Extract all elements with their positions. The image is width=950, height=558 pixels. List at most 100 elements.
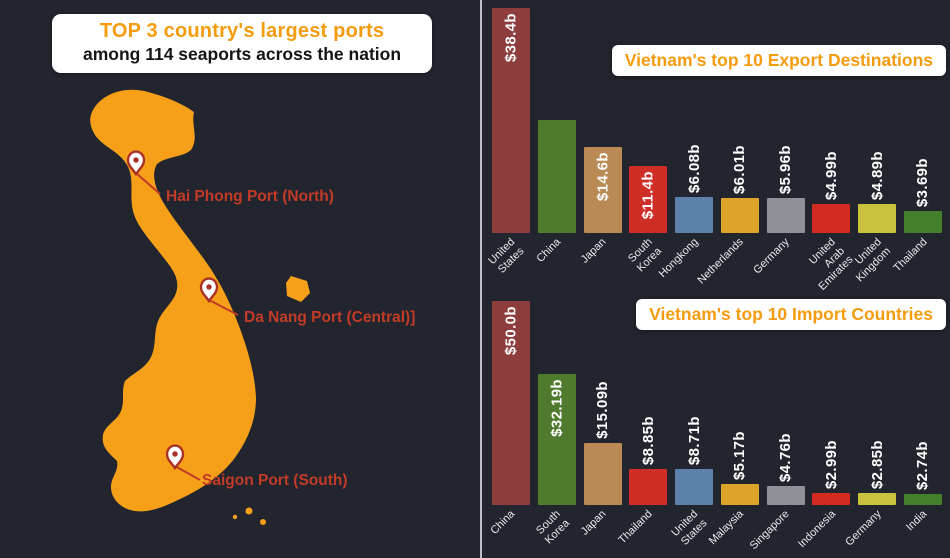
small-island	[260, 519, 266, 525]
bar-value-label: $5.96b	[777, 144, 795, 194]
bar-slot: $38.4b	[490, 0, 532, 233]
export-chart: $38.4b $14.6b $11.4b $6.08b $6.01b $5.96b $4.9…	[482, 0, 950, 293]
bar-category-label: Japan	[579, 236, 609, 266]
bar-south-korea: $32.19b	[537, 374, 576, 505]
bar-indonesia	[812, 493, 851, 505]
bar-category-slot: Indonesia	[796, 505, 852, 555]
bar-slot: $8.85b	[627, 293, 669, 505]
bar-category-slot: United Arab Emirates	[807, 233, 856, 293]
bar-value-label: $4.89b	[868, 150, 886, 200]
export-chart-title-box: Vietnam's top 10 Export Destinations	[611, 45, 946, 76]
bar-category-slot: Thailand	[891, 233, 944, 290]
vietnam-outline	[90, 89, 256, 512]
bar-value-label: $6.08b	[685, 143, 703, 193]
hai-phong-leader-line	[135, 172, 161, 195]
offshore-island	[286, 276, 310, 302]
bar-category-slot: China	[488, 505, 532, 555]
bar-value-label: $32.19b	[548, 379, 566, 437]
main-subtitle: among 114 seaports across the nation	[82, 44, 402, 64]
export-chart-plot: $38.4b $14.6b $11.4b $6.08b $6.01b $5.96b $4.9…	[490, 0, 944, 233]
bar-slot: $5.17b	[719, 293, 761, 505]
bar-slot: $15.09b	[582, 293, 624, 505]
bar-slot	[536, 0, 578, 233]
bar-category-label: Japan	[579, 508, 609, 538]
bar-category-slot: United Kingdom	[853, 233, 898, 290]
bar-category-slot: Germany	[843, 505, 898, 555]
bar-thailand	[903, 211, 942, 233]
bar-category-label: United States	[669, 508, 710, 548]
bar-value-label: $11.4b	[639, 171, 657, 220]
map-pin-hai-phong-icon	[126, 150, 146, 177]
bar-slot: $2.99b	[810, 293, 852, 505]
da-nang-leader-line	[208, 299, 239, 316]
bar-category-label: India	[903, 508, 930, 534]
bar-netherlands	[720, 198, 759, 233]
export-chart-title: Vietnam's top 10 Export Destinations	[624, 50, 933, 70]
bar-value-label: $6.01b	[731, 144, 749, 194]
port-label-saigon: Saigon Port (South)	[202, 472, 348, 489]
bar-category-label: South Korea	[534, 508, 573, 547]
import-chart-title-box: Vietnam's top 10 Import Countries	[636, 299, 946, 330]
export-chart-xlabels: United States China Japan South Korea Hongko…	[486, 233, 944, 293]
bar-category-label: China	[488, 508, 518, 537]
bar-category-slot: Thailand	[616, 505, 669, 555]
bar-china	[537, 120, 576, 233]
bar-category-slot: United States	[486, 233, 532, 290]
bar-value-label: $14.6b	[594, 152, 612, 202]
bar-category-slot: Netherlands	[696, 233, 761, 290]
bar-value-label: $3.69b	[914, 157, 932, 207]
bar-slot: $14.6b	[582, 0, 624, 233]
bar-slot: $2.85b	[856, 293, 898, 505]
saigon-leader-line	[174, 465, 201, 481]
bar-category-slot: South Korea	[626, 233, 669, 290]
bar-slot: $2.74b	[902, 293, 944, 505]
bar-value-label: $5.17b	[731, 430, 749, 480]
bar-category-slot: Japan	[579, 233, 624, 290]
bar-value-label: $50.0b	[502, 306, 520, 356]
ports-map-panel: TOP 3 country's largest ports among 114 …	[52, 14, 432, 525]
import-chart-title: Vietnam's top 10 Import Countries	[649, 304, 933, 324]
bar-slot: $5.96b	[765, 0, 807, 233]
vietnam-map	[90, 89, 310, 525]
map-pin-saigon-icon	[165, 444, 185, 471]
import-chart-plot: $50.0b $32.19b $15.09b $8.85b $8.71b $5.17b $4…	[490, 293, 944, 505]
small-island	[232, 514, 238, 520]
bar-slot: $4.76b	[765, 293, 807, 505]
import-chart: $50.0b $32.19b $15.09b $8.85b $8.71b $5.17b $4…	[482, 290, 950, 558]
bar-category-slot: Japan	[579, 505, 624, 555]
panel-divider	[480, 0, 482, 558]
bar-value-label: $8.85b	[639, 415, 657, 465]
bar-japan: $14.6b	[583, 147, 622, 233]
bar-slot: $6.08b	[673, 0, 715, 233]
bar-slot: $6.01b	[719, 0, 761, 233]
bar-south-korea: $11.4b	[629, 166, 668, 233]
bar-singapore	[766, 486, 805, 505]
bar-slot: $11.4b	[627, 0, 669, 233]
bar-value-label: $15.09b	[594, 381, 612, 439]
bar-slot: $50.0b	[490, 293, 532, 505]
bar-value-label: $2.99b	[822, 439, 840, 489]
port-label-da-nang: Da Nang Port (Central)]	[244, 309, 416, 326]
bar-united-arab-emirates	[812, 204, 851, 233]
bar-slot: $4.89b	[856, 0, 898, 233]
bar-slot: $4.99b	[810, 0, 852, 233]
charts-panel: $38.4b $14.6b $11.4b $6.08b $6.01b $5.96b $4.9…	[482, 0, 950, 558]
bar-united-kingdom	[858, 204, 897, 233]
bar-slot: $3.69b	[902, 0, 944, 233]
bar-category-slot: Singapore	[748, 505, 807, 555]
bar-thailand	[629, 469, 668, 505]
bar-value-label: $2.85b	[868, 439, 886, 489]
bar-value-label: $4.76b	[777, 432, 795, 482]
bar-slot: $8.71b	[673, 293, 715, 505]
small-island	[245, 507, 253, 515]
bar-category-label: China	[534, 236, 564, 265]
port-label-hai-phong: Hai Phong Port (North)	[166, 188, 334, 205]
map-pin-da-nang-icon	[199, 277, 219, 304]
bar-japan	[583, 443, 622, 505]
main-title: TOP 3 country's largest ports	[99, 20, 385, 42]
bar-germany	[858, 493, 897, 505]
bar-category-slot: United States	[669, 505, 715, 555]
bar-china: $50.0b	[492, 301, 530, 505]
bar-category-slot: China	[534, 233, 578, 290]
bar-value-label: $2.74b	[914, 440, 932, 490]
